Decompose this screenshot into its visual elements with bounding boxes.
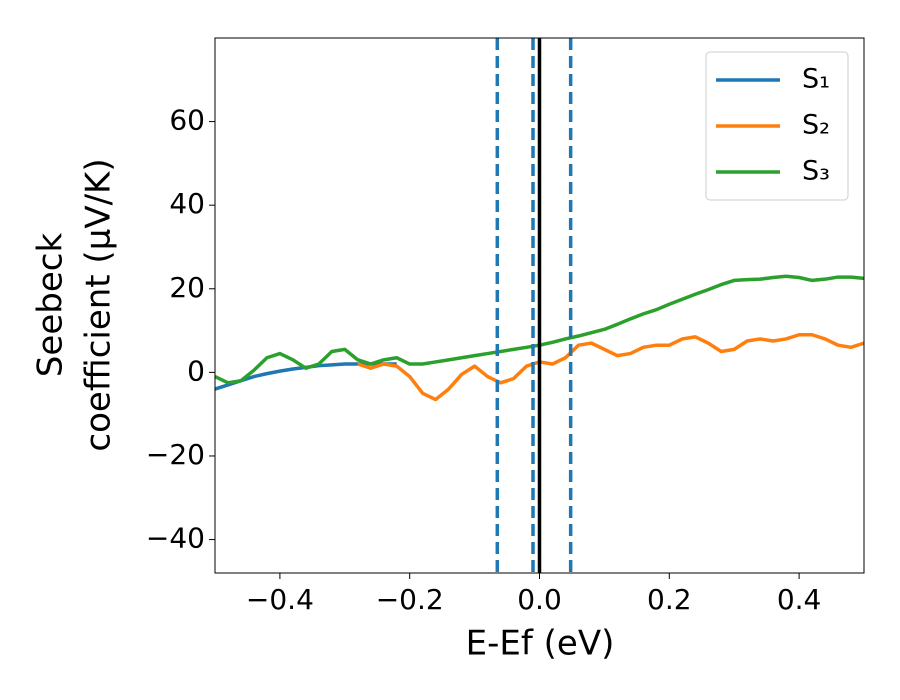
legend-label: S₂ [802,110,830,141]
y-tick-label: −40 [146,522,205,555]
series-line [357,333,865,402]
legend-label: S₃ [802,156,830,187]
y-tick-label: 20 [169,271,205,304]
x-tick-label: −0.4 [246,583,314,616]
y-tick-label: 60 [169,104,205,137]
x-tick-label: 0.4 [777,583,822,616]
x-tick-label: 0.0 [517,583,562,616]
legend-label: S₁ [802,64,830,95]
y-axis-label: Seebeck [31,233,71,378]
y-tick-label: 0 [187,354,205,387]
plot-frame [214,37,865,574]
x-axis-label: E-Ef (eV) [466,624,615,664]
y-axis-label: coefficient (μV/K) [79,158,119,451]
x-tick-label: 0.2 [647,583,692,616]
y-tick-label: −20 [146,438,205,471]
y-tick-label: 40 [169,187,205,220]
x-tick-label: −0.2 [376,583,444,616]
